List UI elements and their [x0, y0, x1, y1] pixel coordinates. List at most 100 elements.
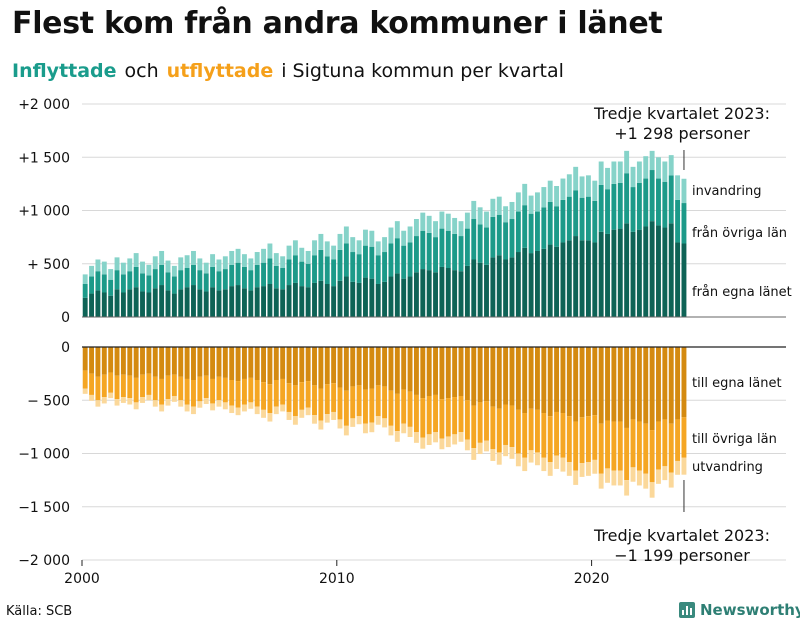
bar-ovriga_in [337, 249, 343, 281]
bar-utvandring [318, 420, 324, 430]
bar-egna_out [159, 347, 165, 379]
bar-ovriga_in [624, 173, 630, 224]
bar-ovriga_out [394, 393, 400, 432]
bar-egna_in [82, 297, 88, 317]
bar-egna_in [515, 252, 521, 317]
bar-ovriga_out [89, 373, 95, 395]
bar-invandring [101, 261, 107, 275]
bar-invandring [509, 201, 515, 220]
bar-utvandring [611, 470, 617, 486]
bar-ovriga_out [331, 383, 337, 412]
bar-egna_in [407, 276, 413, 317]
bar-utvandring [394, 431, 400, 442]
bar-ovriga_in [579, 197, 585, 241]
bar-ovriga_out [382, 386, 388, 419]
bar-ovriga_in [413, 236, 419, 273]
bar-utvandring [369, 422, 375, 433]
bar-ovriga_out [216, 376, 222, 401]
bar-egna_out [515, 347, 521, 410]
bar-invandring [382, 237, 388, 253]
bar-ovriga_in [273, 265, 279, 289]
bar-invandring [401, 230, 407, 246]
bar-ovriga_out [452, 397, 458, 435]
bar-egna_in [197, 289, 203, 317]
bar-ovriga_out [222, 377, 228, 403]
bar-egna_out [95, 347, 101, 377]
bar-ovriga_in [159, 264, 165, 286]
bar-utvandring [235, 407, 241, 416]
bar-ovriga_out [439, 399, 445, 439]
bar-ovriga_in [184, 268, 190, 288]
bar-invandring [420, 212, 426, 231]
bar-utvandring [191, 406, 196, 415]
bar-egna_out [394, 347, 400, 394]
bar-ovriga_out [369, 388, 375, 423]
bar-egna_out [643, 347, 649, 424]
bar-utvandring [140, 397, 145, 403]
bar-utvandring [503, 444, 509, 457]
bar-ovriga_in [140, 273, 145, 292]
bar-invandring [356, 240, 362, 255]
bar-ovriga_out [636, 421, 642, 471]
bar-egna_in [337, 280, 343, 317]
bar-ovriga_out [515, 409, 521, 454]
bar-utvandring [592, 459, 598, 474]
bar-utvandring [515, 453, 521, 467]
bar-egna_out [241, 347, 247, 379]
bar-utvandring [656, 469, 661, 484]
bar-utvandring [146, 394, 152, 401]
bar-ovriga_out [171, 374, 177, 396]
bar-utvandring [159, 404, 165, 412]
bar-egna_in [382, 281, 388, 317]
bar-egna_out [318, 347, 324, 389]
bar-ovriga_in [471, 219, 477, 260]
bar-utvandring [286, 411, 292, 420]
bar-utvandring [363, 423, 368, 434]
bar-utvandring [630, 467, 636, 482]
bar-invandring [636, 161, 642, 183]
bar-ovriga_out [305, 381, 311, 408]
y-tick-label-upper: + 500 [27, 257, 70, 273]
bar-invandring [668, 155, 674, 176]
bar-egna_in [318, 280, 324, 317]
bar-egna_in [496, 255, 502, 317]
bar-ovriga_out [611, 421, 617, 471]
bar-ovriga_in [439, 228, 445, 267]
bar-egna_in [458, 271, 464, 317]
bar-utvandring [197, 401, 203, 408]
bar-ovriga_in [254, 264, 260, 288]
bar-egna_out [407, 347, 413, 392]
bar-ovriga_in [216, 271, 222, 291]
series-label-in: från övriga län [692, 226, 787, 241]
bar-egna_in [394, 273, 400, 317]
bar-invandring [585, 175, 591, 197]
bar-ovriga_out [312, 385, 317, 416]
bar-ovriga_out [235, 381, 241, 408]
bar-invandring [528, 195, 534, 214]
annotation-top-line2: +1 298 personer [614, 124, 750, 143]
bar-ovriga_in [324, 256, 330, 284]
bar-egna_out [248, 347, 254, 378]
bar-ovriga_in [146, 275, 152, 293]
bar-ovriga_in [89, 276, 95, 294]
bar-ovriga_in [605, 189, 610, 234]
bar-ovriga_out [108, 372, 114, 393]
bar-utvandring [496, 452, 502, 465]
bar-ovriga_out [541, 413, 547, 458]
bar-ovriga_out [146, 373, 152, 395]
bar-ovriga_in [248, 270, 254, 291]
bar-ovriga_out [554, 411, 560, 456]
bar-utvandring [280, 404, 286, 412]
y-tick-label-upper: +1 500 [18, 150, 70, 166]
x-tick-label: 2010 [319, 571, 355, 587]
bar-egna_out [312, 347, 317, 386]
bar-utvandring [375, 416, 381, 425]
bar-invandring [312, 240, 317, 256]
bar-invandring [171, 265, 177, 277]
subtitle-in-label: Inflyttade [12, 60, 117, 82]
bar-invandring [656, 157, 661, 179]
bar-invandring [535, 192, 540, 212]
x-tick-label: 2020 [574, 571, 610, 587]
bar-invandring [350, 237, 356, 253]
bar-egna_out [292, 347, 298, 386]
